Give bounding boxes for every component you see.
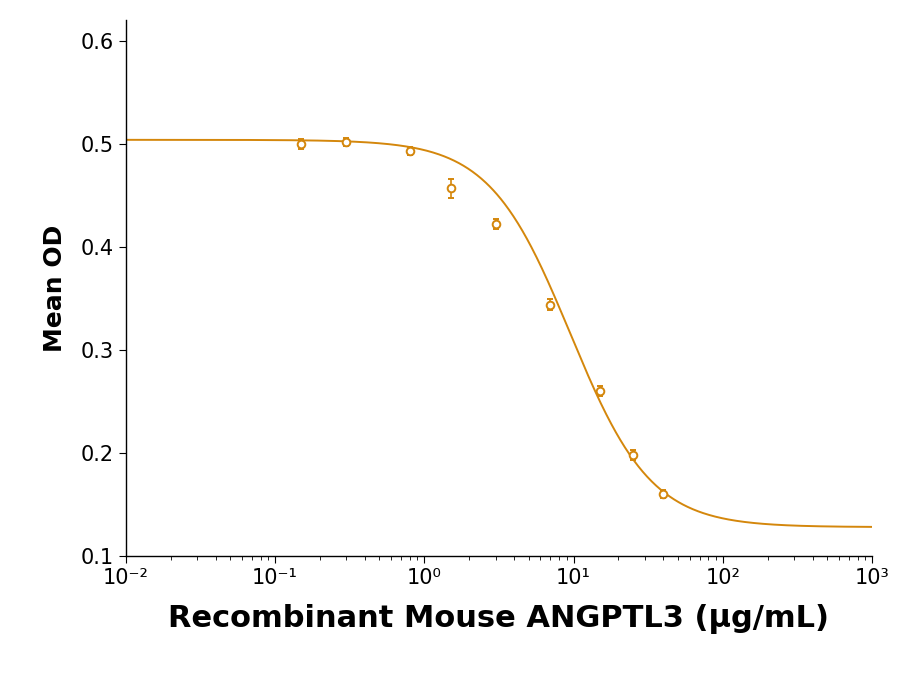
X-axis label: Recombinant Mouse ANGPTL3 (μg/mL): Recombinant Mouse ANGPTL3 (μg/mL) [168, 604, 830, 635]
Y-axis label: Mean OD: Mean OD [43, 224, 67, 352]
